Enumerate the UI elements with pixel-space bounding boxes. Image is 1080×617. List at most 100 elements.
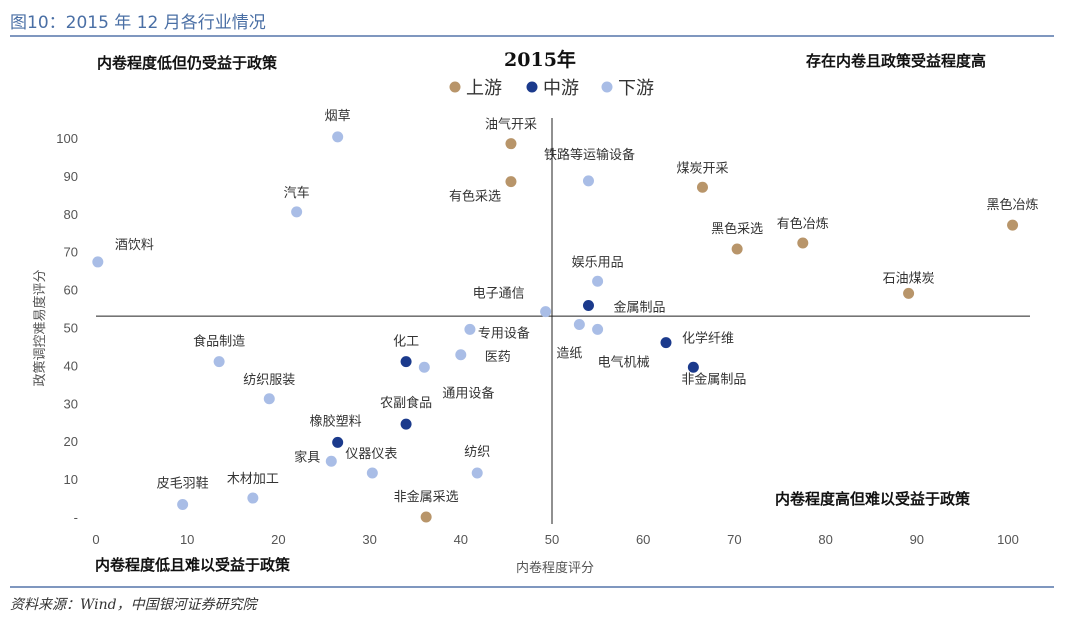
point-label: 纺织 [464, 445, 490, 460]
source-note: 资料来源：Wind，中国银河证券研究院 [10, 597, 257, 613]
data-point [731, 243, 743, 255]
legend-marker [449, 81, 461, 93]
point-label: 电气机械 [598, 354, 650, 370]
data-point [325, 455, 337, 467]
x-tick-label: 10 [180, 532, 194, 547]
quadrant-label-bottom-left: 内卷程度低且难以受益于政策 [95, 556, 291, 574]
point-label: 有色采选 [449, 189, 501, 205]
top-rule [10, 35, 1054, 37]
point-label: 食品制造 [193, 334, 245, 350]
data-point [92, 256, 104, 268]
data-point [797, 237, 809, 249]
x-tick-label: 40 [454, 532, 468, 547]
point-label: 非金属制品 [681, 371, 746, 387]
point-label: 黑色冶炼 [987, 197, 1039, 213]
y-tick-label: 50 [64, 321, 78, 336]
data-point [177, 498, 189, 510]
point-label: 橡胶塑料 [310, 413, 362, 429]
point-label: 油气开采 [485, 117, 537, 133]
quadrant-label-top-left: 内卷程度低但仍受益于政策 [97, 54, 278, 72]
point-label: 电子通信 [473, 287, 525, 302]
x-tick-label: 0 [92, 532, 99, 547]
point-label: 通用设备 [442, 385, 494, 401]
x-tick-label: 100 [997, 532, 1019, 547]
point-label: 仪器仪表 [345, 447, 397, 462]
point-label: 酒饮料 [115, 238, 154, 253]
bottom-rule [10, 586, 1054, 588]
data-point [400, 356, 412, 368]
point-label: 皮毛羽鞋 [157, 475, 209, 491]
data-point [418, 361, 430, 373]
data-point [687, 361, 699, 373]
x-tick-label: 70 [727, 532, 741, 547]
y-tick-label: 100 [56, 131, 78, 146]
data-point [573, 318, 585, 330]
data-point [582, 175, 594, 187]
point-label: 家具 [294, 449, 320, 465]
y-tick-label: 80 [64, 207, 78, 222]
data-point [420, 511, 432, 523]
legend-marker [526, 81, 538, 93]
x-tick-label: 90 [910, 532, 924, 547]
point-label: 木材加工 [227, 472, 279, 487]
point-label: 化工 [393, 335, 419, 350]
point-label: 化学纤维 [682, 331, 734, 347]
y-tick-label: 10 [64, 472, 78, 487]
data-point [505, 138, 517, 150]
point-label: 非金属采选 [394, 489, 459, 505]
point-label: 农副食品 [380, 395, 432, 411]
y-tick-label: - [74, 510, 78, 525]
data-point [696, 181, 708, 193]
y-axis-title: 政策调控难易度评分 [32, 269, 48, 386]
point-label: 有色冶炼 [777, 216, 829, 232]
point-label: 煤炭开采 [676, 161, 728, 176]
point-label: 金属制品 [613, 300, 665, 316]
chart-title: 2015年 [504, 48, 576, 71]
figure-title: 图10：2015 年 12 月各行业情况 [10, 13, 266, 33]
data-point [464, 323, 476, 335]
x-axis-title: 内卷程度评分 [516, 560, 594, 576]
point-label: 黑色采选 [711, 221, 763, 237]
x-tick-label: 60 [636, 532, 650, 547]
legend-label: 下游 [618, 78, 654, 99]
data-point [247, 492, 259, 504]
data-point [291, 206, 303, 218]
legend-label: 中游 [543, 78, 579, 99]
data-point [582, 300, 594, 312]
y-tick-label: 60 [64, 283, 78, 298]
data-point [540, 306, 552, 318]
x-tick-label: 20 [271, 532, 285, 547]
x-tick-label: 80 [818, 532, 832, 547]
legend-label: 上游 [466, 78, 502, 99]
y-tick-label: 30 [64, 396, 78, 411]
data-point [263, 393, 275, 405]
data-point [400, 418, 412, 430]
data-point [505, 176, 517, 188]
y-tick-label: 40 [64, 358, 78, 373]
point-label: 汽车 [284, 185, 310, 201]
legend-marker [601, 81, 613, 93]
point-label: 石油煤炭 [883, 271, 935, 286]
point-label: 铁路等运输设备 [544, 147, 635, 163]
data-point [592, 323, 604, 335]
y-tick-label: 70 [64, 245, 78, 260]
data-point [660, 337, 672, 349]
data-point [1007, 219, 1019, 231]
point-label: 纺织服装 [243, 373, 295, 388]
data-point [592, 275, 604, 287]
data-point [471, 467, 483, 479]
quadrant-label-bottom-right: 内卷程度高但难以受益于政策 [775, 490, 971, 508]
data-point [332, 436, 344, 448]
data-point [903, 287, 915, 299]
data-point [366, 467, 378, 479]
data-point [455, 349, 467, 361]
point-label: 烟草 [325, 109, 351, 124]
x-tick-label: 30 [362, 532, 376, 547]
point-label: 医药 [485, 350, 511, 365]
point-label: 专用设备 [478, 325, 530, 341]
y-tick-label: 90 [64, 169, 78, 184]
data-point [213, 356, 225, 368]
x-tick-label: 50 [545, 532, 559, 547]
point-label: 娱乐用品 [572, 255, 624, 270]
